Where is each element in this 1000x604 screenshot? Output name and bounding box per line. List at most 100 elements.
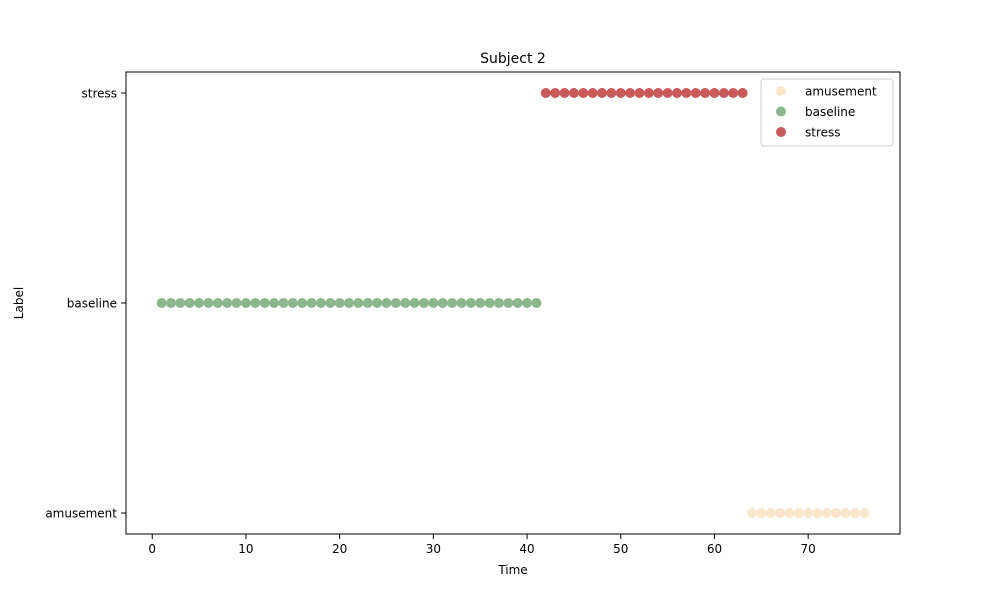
data-point-baseline <box>203 298 214 308</box>
data-point-baseline <box>278 298 289 308</box>
data-point-baseline <box>390 298 401 308</box>
data-point-baseline <box>372 298 383 308</box>
data-point-baseline <box>353 298 364 308</box>
data-point-stress <box>681 88 692 98</box>
data-point-baseline <box>297 298 308 308</box>
data-point-amusement <box>840 508 851 518</box>
data-point-stress <box>568 88 579 98</box>
data-point-baseline <box>325 298 336 308</box>
x-tick-label: 30 <box>426 542 441 556</box>
data-point-stress <box>737 88 748 98</box>
data-point-baseline <box>409 298 420 308</box>
data-point-stress <box>578 88 589 98</box>
data-point-baseline <box>240 298 251 308</box>
data-point-baseline <box>259 298 270 308</box>
data-point-stress <box>615 88 626 98</box>
data-point-stress <box>690 88 701 98</box>
data-point-baseline <box>306 298 317 308</box>
y-tick-label: stress <box>81 87 117 101</box>
data-point-baseline <box>344 298 355 308</box>
data-point-baseline <box>437 298 448 308</box>
data-point-stress <box>718 88 729 98</box>
data-point-stress <box>625 88 636 98</box>
data-point-baseline <box>165 298 176 308</box>
data-point-baseline <box>400 298 411 308</box>
data-point-baseline <box>156 298 167 308</box>
data-point-stress <box>634 88 645 98</box>
data-point-amusement <box>793 508 804 518</box>
data-point-amusement <box>859 508 870 518</box>
data-point-amusement <box>756 508 767 518</box>
data-point-baseline <box>493 298 504 308</box>
legend-label-stress: stress <box>805 126 841 140</box>
data-point-baseline <box>447 298 458 308</box>
x-tick-label: 20 <box>332 542 347 556</box>
chart-title: Subject 2 <box>480 51 546 67</box>
legend: amusement baseline stress <box>760 78 894 147</box>
data-point-baseline <box>465 298 476 308</box>
data-point-baseline <box>212 298 223 308</box>
data-point-stress <box>550 88 561 98</box>
x-tick-label: 10 <box>238 542 253 556</box>
data-point-amusement <box>850 508 861 518</box>
data-point-baseline <box>315 298 326 308</box>
data-point-stress <box>540 88 551 98</box>
x-tick-label: 40 <box>519 542 534 556</box>
data-point-stress <box>662 88 673 98</box>
x-tick-label: 60 <box>707 542 722 556</box>
data-point-amusement <box>775 508 786 518</box>
legend-marker-baseline <box>776 106 786 117</box>
data-point-baseline <box>522 298 533 308</box>
data-point-baseline <box>531 298 542 308</box>
legend-label-baseline: baseline <box>805 105 855 119</box>
x-axis: 0 10 20 30 40 50 60 70 <box>148 534 816 556</box>
legend-label-amusement: amusement <box>805 85 877 99</box>
data-point-baseline <box>418 298 429 308</box>
x-tick-label: 70 <box>801 542 816 556</box>
data-point-amusement <box>784 508 795 518</box>
data-point-baseline <box>381 298 392 308</box>
legend-frame <box>760 78 894 147</box>
data-point-baseline <box>362 298 373 308</box>
data-point-stress <box>643 88 654 98</box>
data-point-baseline <box>269 298 280 308</box>
data-point-baseline <box>512 298 523 308</box>
data-point-baseline <box>456 298 467 308</box>
legend-marker-stress <box>776 127 786 137</box>
data-point-baseline <box>475 298 486 308</box>
data-point-amusement <box>821 508 832 518</box>
data-point-baseline <box>231 298 242 308</box>
y-axis-label: Label <box>12 287 26 319</box>
x-tick-label: 50 <box>613 542 628 556</box>
y-axis: amusement baseline stress <box>45 87 126 521</box>
legend-marker-amusement <box>776 86 786 96</box>
y-tick-label: amusement <box>45 507 117 521</box>
data-point-stress <box>700 88 711 98</box>
data-point-baseline <box>334 298 345 308</box>
marks-layer <box>156 88 870 518</box>
data-point-baseline <box>484 298 495 308</box>
data-point-amusement <box>746 508 757 518</box>
data-point-baseline <box>503 298 514 308</box>
data-point-baseline <box>175 298 186 308</box>
y-tick-label: baseline <box>67 297 117 311</box>
data-point-stress <box>587 88 598 98</box>
data-point-baseline <box>428 298 439 308</box>
data-point-amusement <box>765 508 776 518</box>
data-point-amusement <box>831 508 842 518</box>
x-tick-label: 0 <box>148 542 156 556</box>
data-point-stress <box>606 88 617 98</box>
data-point-baseline <box>250 298 261 308</box>
data-point-stress <box>728 88 739 98</box>
data-point-amusement <box>803 508 814 518</box>
data-point-stress <box>653 88 664 98</box>
data-point-baseline <box>194 298 205 308</box>
data-point-stress <box>709 88 720 98</box>
data-point-stress <box>597 88 608 98</box>
data-point-stress <box>671 88 682 98</box>
data-point-amusement <box>812 508 823 518</box>
data-point-stress <box>559 88 570 98</box>
x-axis-label: Time <box>497 563 527 577</box>
